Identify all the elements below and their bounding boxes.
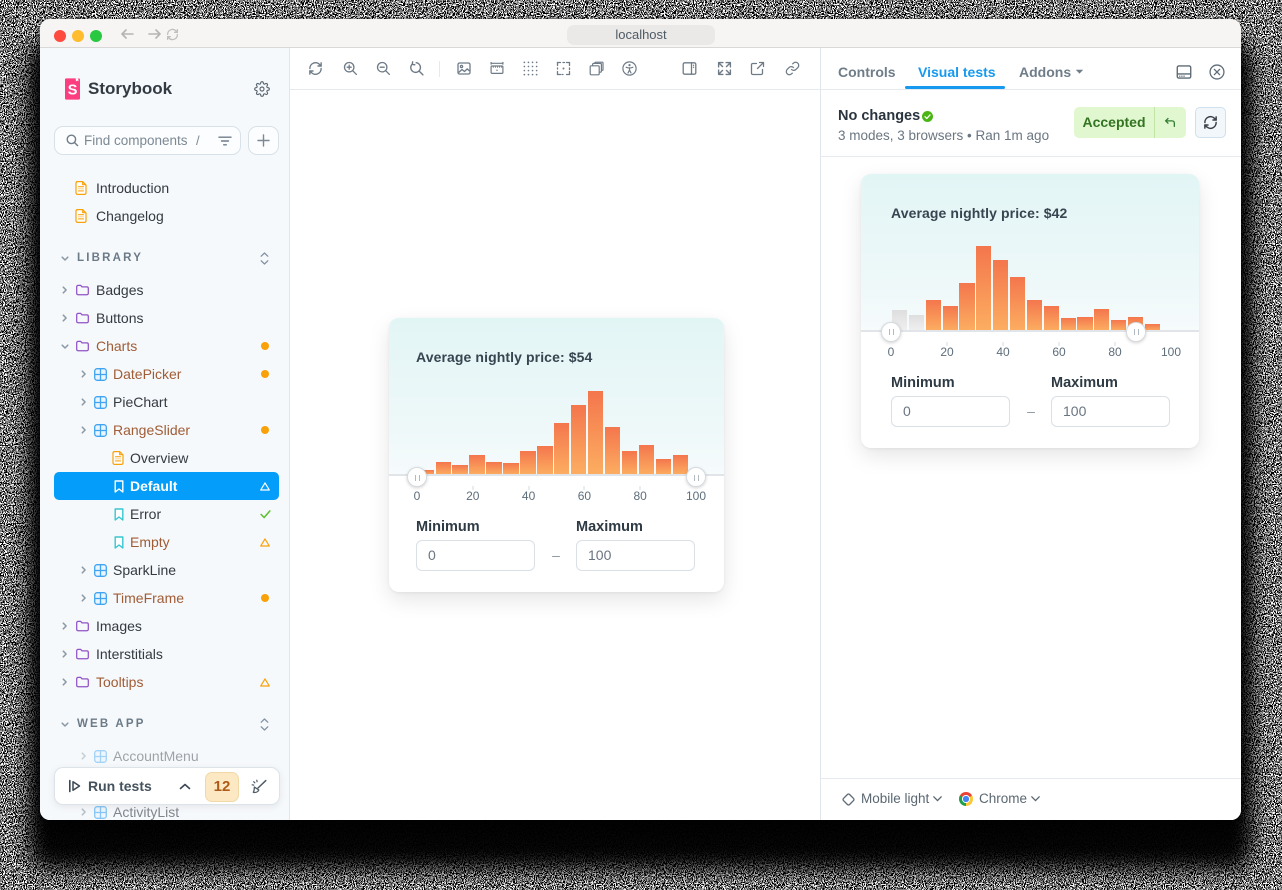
svg-text:S: S [68,82,78,98]
